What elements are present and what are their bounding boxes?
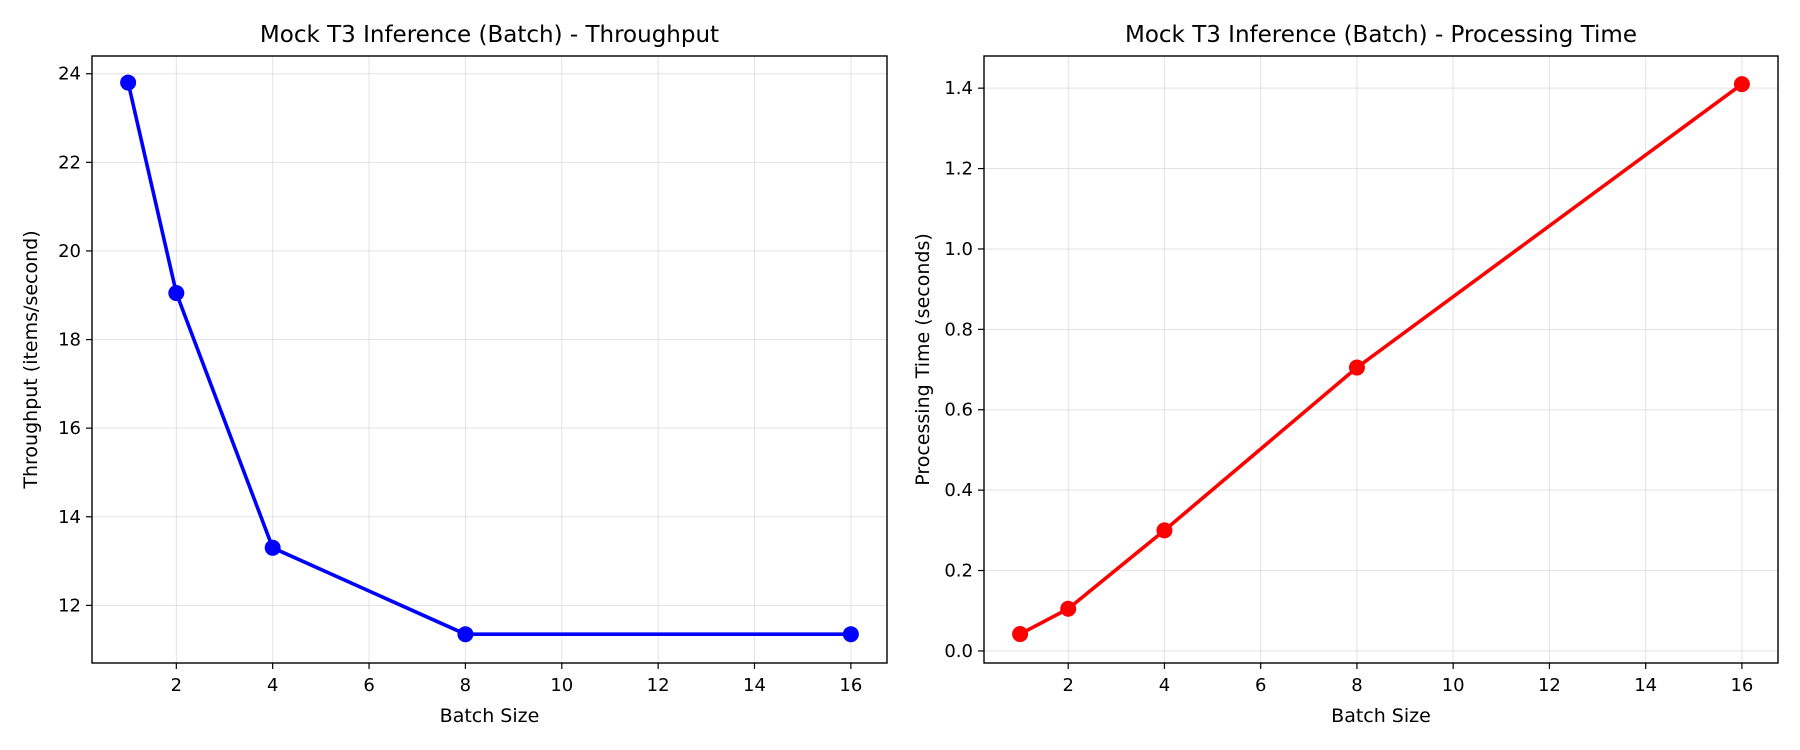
y-tick-label: 0.4 bbox=[944, 480, 973, 501]
throughput-axes-frame bbox=[91, 55, 888, 664]
y-tick-label: 0.8 bbox=[944, 319, 973, 340]
y-tick-label: 22 bbox=[58, 152, 81, 173]
x-tick-label: 16 bbox=[1730, 675, 1753, 696]
y-tick-label: 18 bbox=[58, 330, 81, 351]
throughput-series-line bbox=[126, 80, 853, 637]
throughput-data-point bbox=[457, 626, 474, 643]
x-tick-label: 2 bbox=[171, 675, 182, 696]
processing-time-chart-title: Mock T3 Inference (Batch) - Processing T… bbox=[1125, 22, 1637, 48]
throughput-data-point bbox=[842, 626, 859, 643]
throughput-x-axis-label: Batch Size bbox=[440, 705, 540, 727]
processing-time-axes-frame bbox=[983, 55, 1779, 664]
x-tick-label: 16 bbox=[839, 675, 862, 696]
x-tick-label: 8 bbox=[460, 675, 471, 696]
x-tick-label: 12 bbox=[1538, 675, 1561, 696]
y-tick-label: 0.0 bbox=[944, 641, 973, 662]
processing-time-data-point bbox=[1348, 359, 1365, 376]
y-tick-label: 14 bbox=[58, 507, 81, 528]
x-tick-label: 14 bbox=[743, 675, 766, 696]
throughput-data-point bbox=[264, 539, 281, 556]
y-tick-label: 24 bbox=[58, 64, 81, 85]
y-tick-label: 12 bbox=[58, 595, 81, 616]
y-tick-label: 20 bbox=[58, 241, 81, 262]
throughput-chart-title: Mock T3 Inference (Batch) - Throughput bbox=[260, 22, 719, 48]
throughput-data-point bbox=[120, 74, 137, 91]
throughput-y-axis-label: Throughput (items/second) bbox=[20, 230, 42, 489]
x-tick-label: 12 bbox=[647, 675, 670, 696]
x-tick-label: 14 bbox=[1634, 675, 1657, 696]
x-tick-label: 6 bbox=[363, 675, 374, 696]
x-tick-label: 8 bbox=[1351, 675, 1362, 696]
x-tick-label: 4 bbox=[267, 675, 278, 696]
x-tick-label: 10 bbox=[1442, 675, 1465, 696]
x-tick-label: 6 bbox=[1255, 675, 1266, 696]
processing-time-data-point bbox=[1060, 600, 1077, 617]
y-tick-label: 0.2 bbox=[944, 561, 973, 582]
x-tick-label: 4 bbox=[1159, 675, 1170, 696]
y-tick-label: 1.0 bbox=[944, 239, 973, 260]
x-tick-label: 2 bbox=[1062, 675, 1073, 696]
y-tick-label: 0.6 bbox=[944, 400, 973, 421]
processing-time-data-point bbox=[1012, 626, 1029, 643]
y-tick-label: 1.2 bbox=[944, 159, 973, 180]
throughput-data-point bbox=[168, 285, 185, 302]
processing-time-x-axis-label: Batch Size bbox=[1331, 705, 1431, 727]
processing-time-chart: 2 4 6 8 10 12 14 16 0.0 0.2 0.4 0.6 0.8 1.0 1.2 1.4 Mock… bbox=[912, 22, 1779, 727]
processing-time-series-line bbox=[1018, 82, 1744, 636]
processing-time-data-point bbox=[1733, 76, 1750, 93]
processing-time-y-axis-label: Processing Time (seconds) bbox=[912, 233, 934, 486]
x-tick-label: 10 bbox=[550, 675, 573, 696]
y-tick-label: 16 bbox=[58, 418, 81, 439]
processing-time-data-point bbox=[1156, 522, 1173, 539]
y-tick-label: 1.4 bbox=[944, 78, 973, 99]
